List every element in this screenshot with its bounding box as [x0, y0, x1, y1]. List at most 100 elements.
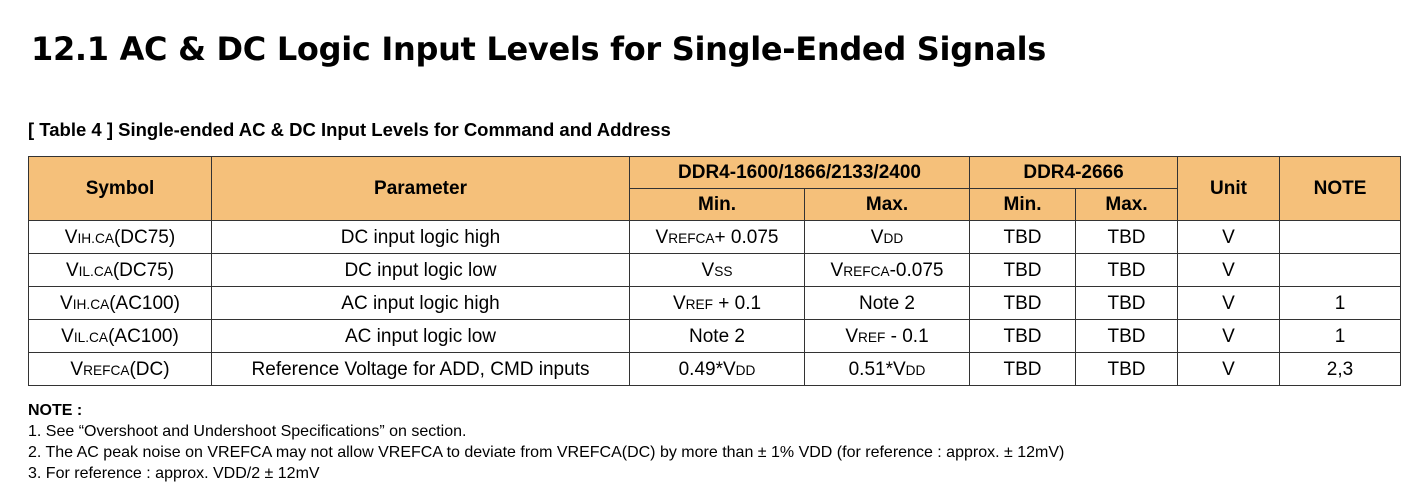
header-group-ddr4-1600-2400: DDR4-1600/1866/2133/2400 [629, 156, 970, 189]
value-main: V [701, 259, 715, 281]
cell-max-group1: 0.51*VDD [804, 352, 970, 386]
cell-parameter: AC input logic high [211, 286, 630, 320]
header-group-ddr4-2666: DDR4-2666 [968, 156, 1179, 189]
cell-min-group1: VSS [629, 253, 805, 287]
cell-max-group1: VREF - 0.1 [804, 319, 970, 353]
symbol-tail: (DC75) [112, 259, 175, 281]
cell-note [1279, 220, 1402, 254]
value-tail: -0.075 [889, 259, 944, 281]
value-main: Note 2 [859, 292, 915, 314]
symbol-tail: (AC100) [109, 292, 180, 314]
cell-unit: V [1177, 286, 1281, 320]
cell-parameter: Reference Voltage for ADD, CMD inputs [211, 352, 630, 386]
cell-unit: V [1177, 319, 1281, 353]
symbol-main: V [64, 226, 78, 248]
symbol-subscript: IL.CA [78, 263, 113, 279]
cell-unit: V [1177, 253, 1281, 287]
value-subscript: DD [905, 362, 926, 378]
symbol-main: V [60, 292, 73, 314]
value-main: 0.49*V [678, 358, 736, 380]
value-subscript: REF [685, 296, 713, 312]
cell-max-group2: TBD [1074, 286, 1179, 320]
header-symbol: Symbol [28, 156, 212, 221]
cell-max-group2: TBD [1074, 220, 1179, 254]
table-body: VIH.CA(DC75) DC input logic high VREFCA+ 0… [28, 220, 1402, 386]
symbol-subscript: IL.CA [73, 329, 109, 345]
cell-min-group1: VREF + 0.1 [629, 286, 805, 320]
header-max-group2: Max. [1074, 188, 1179, 221]
cell-symbol: VREFCA(DC) [28, 352, 212, 386]
cell-min-group2: TBD [969, 319, 1076, 353]
note-item-3: 3. For reference : approx. VDD/2 ± 12mV [28, 465, 320, 482]
cell-parameter: DC input logic low [211, 253, 630, 287]
value-main: V [830, 259, 844, 281]
cell-symbol: VIH.CA(AC100) [28, 286, 212, 320]
note-item-2: 2. The AC peak noise on VREFCA may not a… [28, 444, 1065, 461]
value-main: 0.51*V [848, 358, 906, 380]
table-row: VIH.CA(DC75) DC input logic high VREFCA+ 0… [28, 220, 1402, 254]
value-subscript: REFCA [843, 263, 890, 279]
value-subscript: SS [714, 263, 733, 279]
value-subscript: DD [735, 362, 756, 378]
header-min-group2: Min. [969, 188, 1076, 221]
value-tail: + 0.1 [712, 292, 762, 314]
symbol-tail: (DC75) [113, 226, 176, 248]
table-row: VIH.CA(AC100) AC input logic high VREF + 0… [28, 286, 1402, 320]
cell-min-group2: TBD [969, 220, 1076, 254]
cell-min-group2: TBD [969, 253, 1076, 287]
table-caption: [ Table 4 ] Single-ended AC & DC Input L… [28, 119, 671, 140]
symbol-main: V [70, 358, 84, 380]
cell-note [1279, 253, 1402, 287]
cell-max-group1: Note 2 [804, 286, 970, 320]
value-main: V [845, 325, 858, 347]
cell-symbol: VIL.CA(AC100) [28, 319, 212, 353]
cell-parameter: AC input logic low [211, 319, 630, 353]
header-unit: Unit [1177, 156, 1281, 221]
value-subscript: REF [858, 329, 886, 345]
cell-note: 1 [1279, 319, 1402, 353]
cell-min-group1: Note 2 [629, 319, 805, 353]
cell-min-group1: 0.49*VDD [629, 352, 805, 386]
input-levels-table: Symbol Parameter DDR4-1600/1866/2133/240… [28, 156, 1402, 386]
symbol-main: V [65, 259, 79, 281]
cell-symbol: VIL.CA(DC75) [28, 253, 212, 287]
value-subscript: REFCA [668, 230, 715, 246]
cell-unit: V [1177, 352, 1281, 386]
table-row: VREFCA(DC) Reference Voltage for ADD, CMD… [28, 352, 1402, 386]
header-max-group1: Max. [804, 188, 970, 221]
value-subscript: DD [883, 230, 904, 246]
value-main: Note 2 [689, 325, 745, 347]
cell-max-group2: TBD [1074, 352, 1179, 386]
header-parameter: Parameter [211, 156, 630, 221]
value-tail: - 0.1 [885, 325, 929, 347]
symbol-tail: (AC100) [108, 325, 179, 347]
header-note: NOTE [1279, 156, 1402, 221]
symbol-subscript: IH.CA [72, 296, 110, 312]
value-main: V [672, 292, 686, 314]
cell-max-group2: TBD [1074, 319, 1179, 353]
cell-max-group1: VDD [804, 220, 970, 254]
header-min-group1: Min. [629, 188, 805, 221]
page-title: 12.1 AC & DC Logic Input Levels for Sing… [31, 30, 1046, 68]
cell-parameter: DC input logic high [211, 220, 630, 254]
cell-max-group2: TBD [1074, 253, 1179, 287]
symbol-subscript: IH.CA [77, 230, 114, 246]
cell-min-group2: TBD [969, 286, 1076, 320]
cell-min-group1: VREFCA+ 0.075 [629, 220, 805, 254]
note-item-1: 1. See “Overshoot and Undershoot Specifi… [28, 423, 467, 440]
value-main: V [655, 226, 669, 248]
notes-title: NOTE : [28, 402, 83, 419]
cell-note: 2,3 [1279, 352, 1402, 386]
symbol-subscript: REFCA [83, 362, 130, 378]
notes-section: NOTE : 1. See “Overshoot and Undershoot … [28, 400, 1064, 484]
cell-min-group2: TBD [969, 352, 1076, 386]
table-row: VIL.CA(DC75) DC input logic low VSS VREFCA-… [28, 253, 1402, 287]
symbol-tail: (DC) [129, 358, 170, 380]
cell-symbol: VIH.CA(DC75) [28, 220, 212, 254]
value-main: V [870, 226, 884, 248]
cell-note: 1 [1279, 286, 1402, 320]
value-tail: + 0.075 [714, 226, 779, 248]
symbol-main: V [61, 325, 74, 347]
cell-unit: V [1177, 220, 1281, 254]
table-row: VIL.CA(AC100) AC input logic low Note 2 VRE… [28, 319, 1402, 353]
